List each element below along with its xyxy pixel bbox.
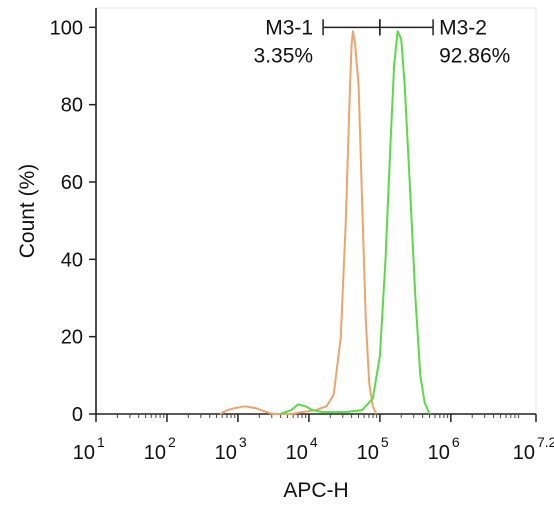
x-tick-exponent: 6 <box>452 434 460 450</box>
x-tick-label: 10 <box>513 442 535 464</box>
series-layer <box>219 30 431 415</box>
gate-layer: M3-1 3.35% M3-2 92.86% <box>254 16 511 67</box>
y-tick-label: 100 <box>50 17 83 39</box>
plot-frame <box>95 7 537 415</box>
x-tick-exponent: 4 <box>310 434 318 450</box>
x-tick-label: 10 <box>215 442 237 464</box>
gate-label: M3-1 <box>265 16 313 39</box>
x-tick-exponent: 5 <box>381 434 389 450</box>
y-axis-ticks: 0 20 40 60 80 100 <box>50 17 96 426</box>
x-tick-label: 10 <box>286 442 308 464</box>
y-axis-title: Count (%) <box>16 164 39 259</box>
x-tick-label: 10 <box>357 442 379 464</box>
x-tick-label: 10 <box>428 442 450 464</box>
x-tick-base: 10 <box>286 442 308 464</box>
x-tick-base: 10 <box>215 442 237 464</box>
y-tick-label: 40 <box>61 249 83 271</box>
y-tick-label: 20 <box>61 327 83 349</box>
y-tick-label: 60 <box>61 172 83 194</box>
gate-percent: 92.86% <box>439 44 510 67</box>
x-tick-base: 10 <box>428 442 450 464</box>
x-tick-base: 10 <box>357 442 379 464</box>
gate-percent: 3.35% <box>254 44 314 67</box>
x-tick-label: 10 <box>144 442 166 464</box>
gate-label: M3-2 <box>439 16 487 39</box>
x-axis-title: APC-H <box>283 479 348 502</box>
x-axis-ticks: 10 1 10 2 10 3 10 4 10 5 10 6 10 7.2 <box>73 414 554 464</box>
x-tick-exponent: 7.2 <box>537 434 554 450</box>
plot-area <box>95 7 537 415</box>
x-tick-base: 10 <box>73 442 95 464</box>
histogram-curve <box>219 30 378 415</box>
histogram-curve <box>280 30 431 415</box>
x-tick-label: 10 <box>73 442 95 464</box>
x-tick-exponent: 1 <box>97 434 105 450</box>
y-tick-label: 80 <box>61 95 83 117</box>
x-tick-base: 10 <box>513 442 535 464</box>
x-tick-exponent: 3 <box>239 434 247 450</box>
y-tick-label: 0 <box>72 404 83 426</box>
x-tick-exponent: 2 <box>168 434 176 450</box>
x-tick-base: 10 <box>144 442 166 464</box>
